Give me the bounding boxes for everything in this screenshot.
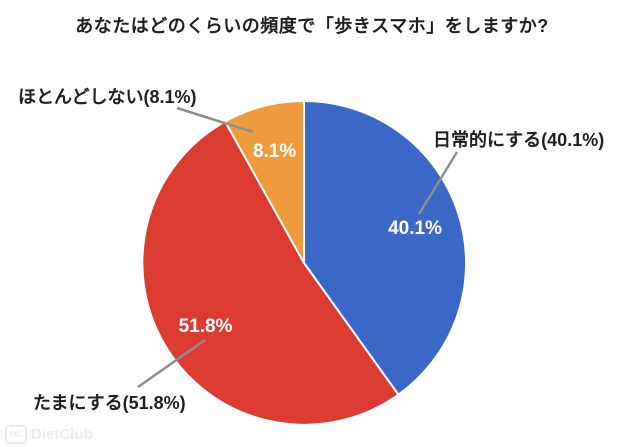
- leader-line-occasionally: [137, 338, 206, 389]
- callout-label-daily: 日常的にする(40.1%): [433, 130, 605, 150]
- chart-title: あなたはどのくらいの頻度で「歩きスマホ」をしますか?: [75, 16, 549, 36]
- slice-value-label-1: 51.8%: [179, 316, 233, 337]
- watermark-text: DietClub: [31, 426, 93, 443]
- pie-slices: [141, 100, 468, 426]
- pie-inner-labels: 40.1% 51.8% 8.1%: [179, 141, 442, 337]
- leader-lines: [137, 106, 459, 389]
- leader-line-daily: [417, 151, 459, 215]
- pie-slice-2: [224, 100, 305, 264]
- pie-slice-1: [141, 120, 400, 426]
- pie-slice-0: [303, 100, 468, 396]
- slice-value-label-0: 40.1%: [388, 218, 442, 239]
- leader-line-almost-never: [176, 106, 254, 134]
- watermark: DC DietClub: [5, 425, 93, 444]
- callout-label-almost-never: ほとんどしない(8.1%): [18, 87, 197, 107]
- slice-value-label-2: 8.1%: [253, 141, 296, 162]
- watermark-logo-icon: DC: [5, 425, 27, 444]
- callout-label-occasionally: たまにする(51.8%): [33, 393, 186, 413]
